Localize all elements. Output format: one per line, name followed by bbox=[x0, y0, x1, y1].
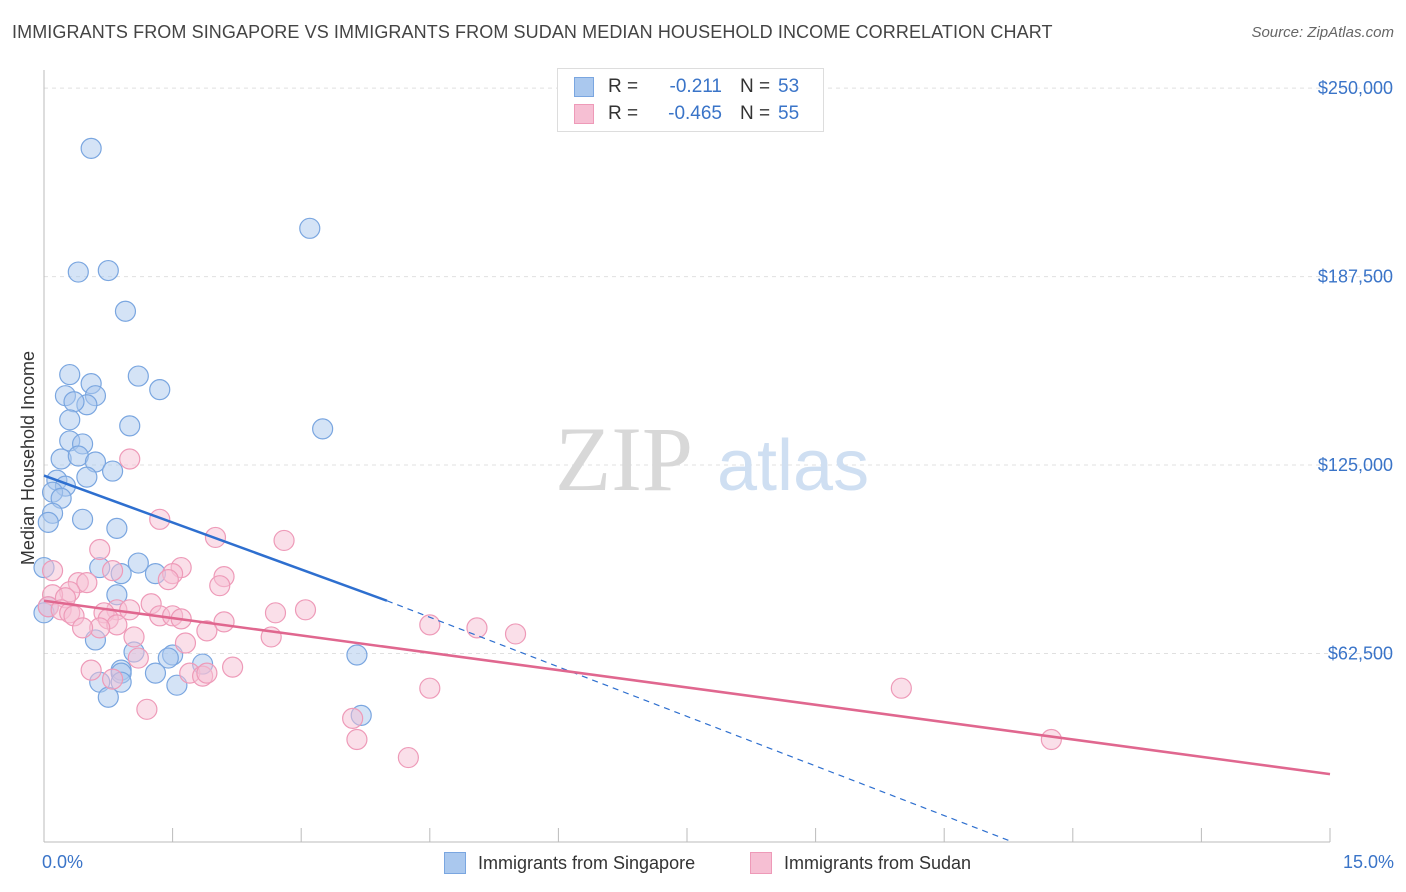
legend-n-label: N = bbox=[740, 76, 771, 97]
legend-n-label: N = bbox=[740, 103, 771, 124]
x-tick-label: 15.0% bbox=[1343, 852, 1394, 872]
singapore-point bbox=[114, 300, 137, 322]
chart-title: IMMIGRANTS FROM SINGAPORE VS IMMIGRANTS … bbox=[12, 22, 1053, 42]
sudan-point bbox=[71, 617, 94, 639]
legend-r-label: R = bbox=[608, 76, 639, 97]
singapore-point bbox=[76, 466, 98, 488]
singapore-point bbox=[127, 552, 149, 574]
sudan-point bbox=[80, 659, 102, 681]
sudan-point bbox=[294, 599, 317, 621]
sudan-point bbox=[196, 620, 218, 642]
sudan-point bbox=[419, 677, 441, 699]
legend-swatch-singapore bbox=[574, 77, 594, 97]
sudan-point bbox=[174, 632, 197, 654]
sudan-point bbox=[127, 647, 149, 669]
sudan-point bbox=[209, 575, 231, 597]
singapore-point bbox=[80, 137, 102, 160]
singapore-point bbox=[59, 363, 81, 386]
singapore-point bbox=[59, 409, 81, 431]
sudan-point bbox=[397, 746, 419, 769]
singapore-point bbox=[149, 379, 171, 401]
sudan-point bbox=[119, 448, 141, 470]
sudan-point bbox=[419, 614, 441, 636]
singapore-point bbox=[346, 644, 368, 666]
sudan-point bbox=[157, 569, 179, 591]
x-tick-labels: 0.0% 15.0% bbox=[42, 852, 1394, 872]
singapore-point bbox=[127, 365, 149, 387]
watermark-atlas: atlas bbox=[717, 426, 869, 506]
sudan-point bbox=[196, 662, 218, 684]
sudan-point bbox=[264, 602, 287, 624]
series-swatch-singapore bbox=[444, 852, 466, 874]
singapore-point bbox=[299, 217, 321, 239]
sudan-point bbox=[123, 626, 145, 648]
y-tick-label: $187,500 bbox=[1318, 267, 1393, 287]
legend-row-sudan: R = -0.465 N = 55 bbox=[574, 100, 799, 128]
singapore-trend-line bbox=[43, 474, 388, 602]
data-points bbox=[33, 137, 1062, 769]
sudan-point bbox=[76, 572, 98, 594]
sudan-point bbox=[101, 559, 124, 582]
x-tick-label: 0.0% bbox=[42, 852, 83, 872]
legend-r-label: R = bbox=[608, 103, 639, 124]
singapore-point bbox=[106, 517, 128, 539]
singapore-point bbox=[37, 511, 59, 533]
legend-swatch-sudan bbox=[574, 104, 594, 124]
singapore-point bbox=[97, 259, 119, 282]
series-legend-singapore: Immigrants from Singapore bbox=[444, 852, 695, 874]
trend-lines bbox=[43, 474, 1331, 843]
sudan-point bbox=[466, 617, 488, 639]
singapore-point bbox=[63, 391, 85, 413]
y-tick-labels: $62,500 $125,000 $187,500 $250,000 bbox=[1318, 78, 1393, 663]
sudan-point bbox=[504, 623, 527, 645]
singapore-point bbox=[312, 418, 334, 440]
singapore-trend-extension bbox=[386, 600, 1014, 843]
singapore-point bbox=[67, 261, 89, 283]
sudan-point bbox=[149, 508, 171, 530]
y-axis-label: Median Household Income bbox=[18, 351, 38, 565]
singapore-point bbox=[144, 662, 167, 684]
sudan-point bbox=[890, 677, 912, 699]
watermark-zip: ZIP bbox=[555, 408, 693, 510]
sudan-trend-line bbox=[43, 599, 1331, 776]
legend-row-singapore: R = -0.211 N = 53 bbox=[574, 73, 799, 101]
source-label: Source: ZipAtlas.com bbox=[1251, 24, 1394, 41]
sudan-point bbox=[273, 529, 295, 552]
sudan-point bbox=[89, 538, 111, 561]
series-name-sudan: Immigrants from Sudan bbox=[784, 852, 972, 873]
singapore-point bbox=[157, 647, 179, 669]
sudan-point bbox=[342, 707, 364, 729]
singapore-point bbox=[97, 686, 119, 708]
legend-n-value: 53 bbox=[778, 76, 800, 97]
legend-n-value: 55 bbox=[778, 103, 800, 124]
y-tick-label: $250,000 bbox=[1318, 78, 1393, 98]
singapore-point bbox=[119, 415, 141, 437]
series-name-singapore: Immigrants from Singapore bbox=[478, 852, 696, 873]
singapore-point bbox=[71, 508, 94, 530]
gridlines bbox=[44, 87, 1395, 655]
legend-r-value: -0.465 bbox=[668, 103, 722, 124]
y-tick-label: $62,500 bbox=[1328, 644, 1393, 664]
sudan-point bbox=[101, 668, 124, 690]
watermark: ZIP atlas bbox=[555, 408, 869, 510]
axes bbox=[43, 70, 1331, 843]
y-tick-label: $125,000 bbox=[1318, 455, 1393, 475]
sudan-point bbox=[346, 728, 368, 751]
legend-r-value: -0.211 bbox=[669, 76, 722, 97]
stats-legend: R = -0.211 N = 53 R = -0.465 N = 55 bbox=[557, 68, 824, 132]
sudan-point bbox=[222, 656, 244, 678]
sudan-point bbox=[1040, 728, 1062, 751]
series-legend-sudan: Immigrants from Sudan bbox=[750, 852, 971, 874]
sudan-point bbox=[136, 698, 158, 720]
series-swatch-sudan bbox=[750, 852, 772, 874]
singapore-point bbox=[101, 460, 124, 482]
sudan-point bbox=[41, 559, 64, 582]
